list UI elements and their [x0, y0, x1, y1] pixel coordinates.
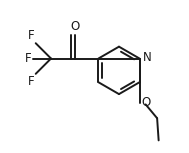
Text: F: F [28, 30, 34, 42]
Text: F: F [28, 75, 34, 88]
Text: N: N [143, 51, 152, 64]
Text: F: F [25, 52, 31, 65]
Text: O: O [70, 20, 79, 33]
Text: O: O [142, 96, 151, 109]
